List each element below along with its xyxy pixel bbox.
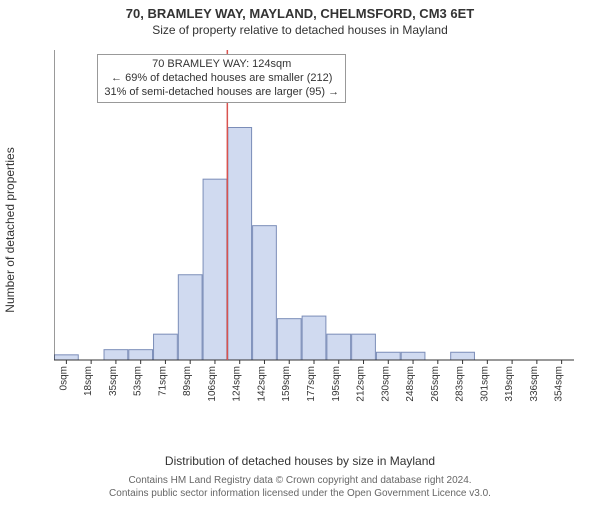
annotation-line1: 70 BRAMLEY WAY: 124sqm [104,58,339,72]
x-tick-label: 177sqm [306,366,317,402]
x-tick-label: 319sqm [504,366,515,402]
annotation-line2: ← 69% of detached houses are smaller (21… [104,72,339,86]
x-tick-label: 18sqm [83,366,94,396]
x-axis-caption: Distribution of detached houses by size … [0,454,600,468]
x-tick-label: 159sqm [281,366,292,402]
x-tick-label: 53sqm [133,366,144,396]
x-tick-label: 0sqm [58,366,69,390]
page-subtitle: Size of property relative to detached ho… [0,23,600,37]
x-tick-label: 265sqm [430,366,441,402]
x-tick-label: 301sqm [479,366,490,402]
x-tick-label: 212sqm [356,366,367,402]
footnote: Contains HM Land Registry data © Crown c… [0,475,600,500]
x-tick-label: 248sqm [405,366,416,402]
histogram-plot: 0204060801001200sqm18sqm35sqm53sqm71sqm8… [54,50,574,410]
page-title: 70, BRAMLEY WAY, MAYLAND, CHELMSFORD, CM… [0,6,600,21]
x-tick-label: 195sqm [331,366,342,402]
annotation-box: 70 BRAMLEY WAY: 124sqm ← 69% of detached… [97,54,346,103]
x-tick-label: 124sqm [232,366,243,402]
x-tick-label: 354sqm [554,366,565,402]
x-tick-label: 71sqm [157,366,168,396]
x-tick-label: 35sqm [108,366,119,396]
x-tick-label: 283sqm [455,366,466,402]
footnote-line1: Contains HM Land Registry data © Crown c… [0,475,600,488]
x-tick-label: 89sqm [182,366,193,396]
annotation-line3: 31% of semi-detached houses are larger (… [104,86,339,100]
chart-container: Number of detached properties 0204060801… [54,50,574,410]
footnote-line2: Contains public sector information licen… [0,488,600,501]
x-tick-label: 142sqm [256,366,267,402]
x-tick-label: 230sqm [380,366,391,402]
x-tick-label: 336sqm [529,366,540,402]
y-axis-label: Number of detached properties [3,147,17,312]
x-tick-label: 106sqm [207,366,218,402]
